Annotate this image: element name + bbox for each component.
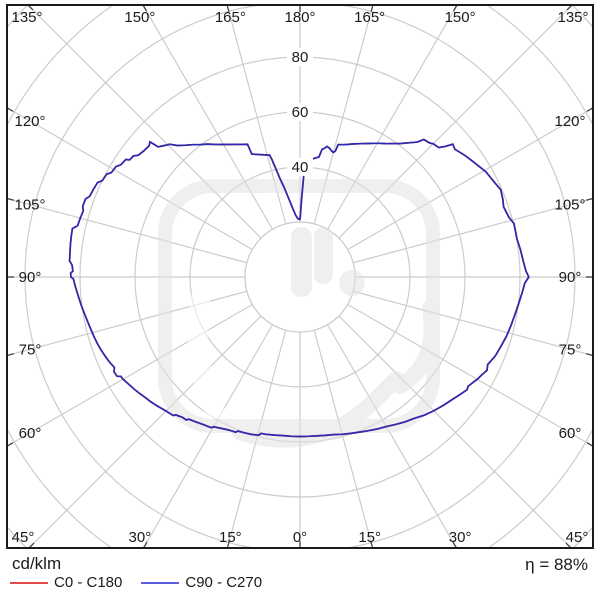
legend-label-c0-c180: C0 - C180: [54, 574, 123, 591]
grid-spoke: [313, 329, 374, 548]
chart-frame: [6, 4, 594, 549]
chart-footer: cd/klm η = 88% C0 - C180 C90 - C270: [0, 552, 600, 600]
radial-label-halo: [287, 158, 313, 176]
frame-tick: [142, 541, 148, 549]
radial-tick-label: 40: [292, 159, 309, 176]
grid-spoke: [226, 5, 287, 225]
grid-spoke: [142, 5, 274, 230]
legend-label-c90-c270: C90 - C270: [185, 574, 263, 591]
polar-photometric-chart: 40 60 80 0° 15° 15° 30° 30° 45° 45° 60° 60° 75° 75° 90…: [6, 4, 594, 549]
legend: C0 - C180 C90 - C270: [10, 574, 281, 591]
grid-spoke: [326, 324, 458, 548]
angle-label: 150°: [124, 9, 155, 26]
angle-label: 105°: [554, 197, 585, 214]
angle-label: 165°: [215, 9, 246, 26]
angle-label: 120°: [554, 113, 585, 130]
angle-label: 45°: [12, 529, 35, 546]
frame-tick: [452, 541, 458, 549]
grid-spoke: [27, 5, 262, 239]
frame-tick: [586, 107, 594, 112]
grid-spoke: [347, 303, 593, 447]
grid-spoke: [7, 197, 248, 264]
radial-label-halo: [287, 48, 313, 66]
grid-spoke: [352, 197, 593, 264]
angle-label: 165°: [354, 9, 385, 26]
intensity-curves: [68, 138, 530, 438]
grid-spoke: [7, 290, 248, 357]
frame-tick: [586, 353, 594, 357]
angle-label: 0°: [293, 529, 307, 546]
angle-label: 30°: [449, 529, 472, 546]
angle-label: 75°: [559, 341, 582, 358]
angle-label: 120°: [14, 113, 45, 130]
angle-label: 90°: [19, 269, 42, 286]
angle-label: 135°: [11, 9, 42, 26]
angle-label: 60°: [559, 425, 582, 442]
angle-label: 135°: [557, 9, 588, 26]
grid-spoke: [7, 107, 253, 251]
frame-tick: [586, 442, 594, 447]
frame-tick: [370, 4, 374, 12]
legend-swatch-c90-c270: [141, 581, 180, 584]
axis-labels: 40 60 80 0° 15° 15° 30° 30° 45° 45° 60° 60° 75° 75° 90…: [11, 9, 588, 546]
frame-tick: [6, 353, 14, 357]
angle-label: 150°: [445, 9, 476, 26]
grid-spoke: [338, 315, 572, 548]
grid-spoke: [352, 290, 593, 357]
grid-spoke: [313, 5, 374, 225]
frame-tick: [6, 107, 14, 112]
frame-tick: [226, 4, 230, 12]
legend-swatch-c0-c180: [10, 581, 48, 584]
frame-tick: [586, 197, 594, 201]
frame-tick: [370, 541, 374, 549]
curve-C90-C270: [68, 138, 530, 438]
efficiency-label: η = 88%: [525, 555, 588, 574]
angle-label: 180°: [284, 9, 315, 26]
radial-label-halo: [287, 103, 313, 121]
angle-label: 75°: [19, 341, 42, 358]
angle-label: 60°: [19, 425, 42, 442]
radial-tick-label: 80: [292, 49, 309, 66]
angle-label: 15°: [219, 529, 242, 546]
grid-spoke: [347, 107, 593, 251]
grid-spoke: [226, 329, 287, 548]
angle-label: 15°: [358, 529, 381, 546]
frame-ticks: [6, 4, 594, 549]
radial-tick-label: 60: [292, 104, 309, 121]
frame-tick: [142, 4, 148, 12]
watermark-logo: [158, 179, 440, 448]
grid-spoke: [338, 5, 573, 239]
angle-label: 90°: [559, 269, 582, 286]
angle-label: 30°: [129, 529, 152, 546]
grid-spoke: [326, 5, 458, 230]
frame-tick: [6, 442, 14, 447]
angle-label: 105°: [14, 197, 45, 214]
grid-spoke: [142, 324, 274, 548]
frame-tick: [226, 541, 230, 549]
frame-tick: [452, 4, 458, 12]
radial-unit-label: cd/klm: [12, 554, 62, 573]
grid-spoke: [28, 315, 262, 548]
angle-label: 45°: [566, 529, 589, 546]
frame-tick: [6, 197, 14, 201]
